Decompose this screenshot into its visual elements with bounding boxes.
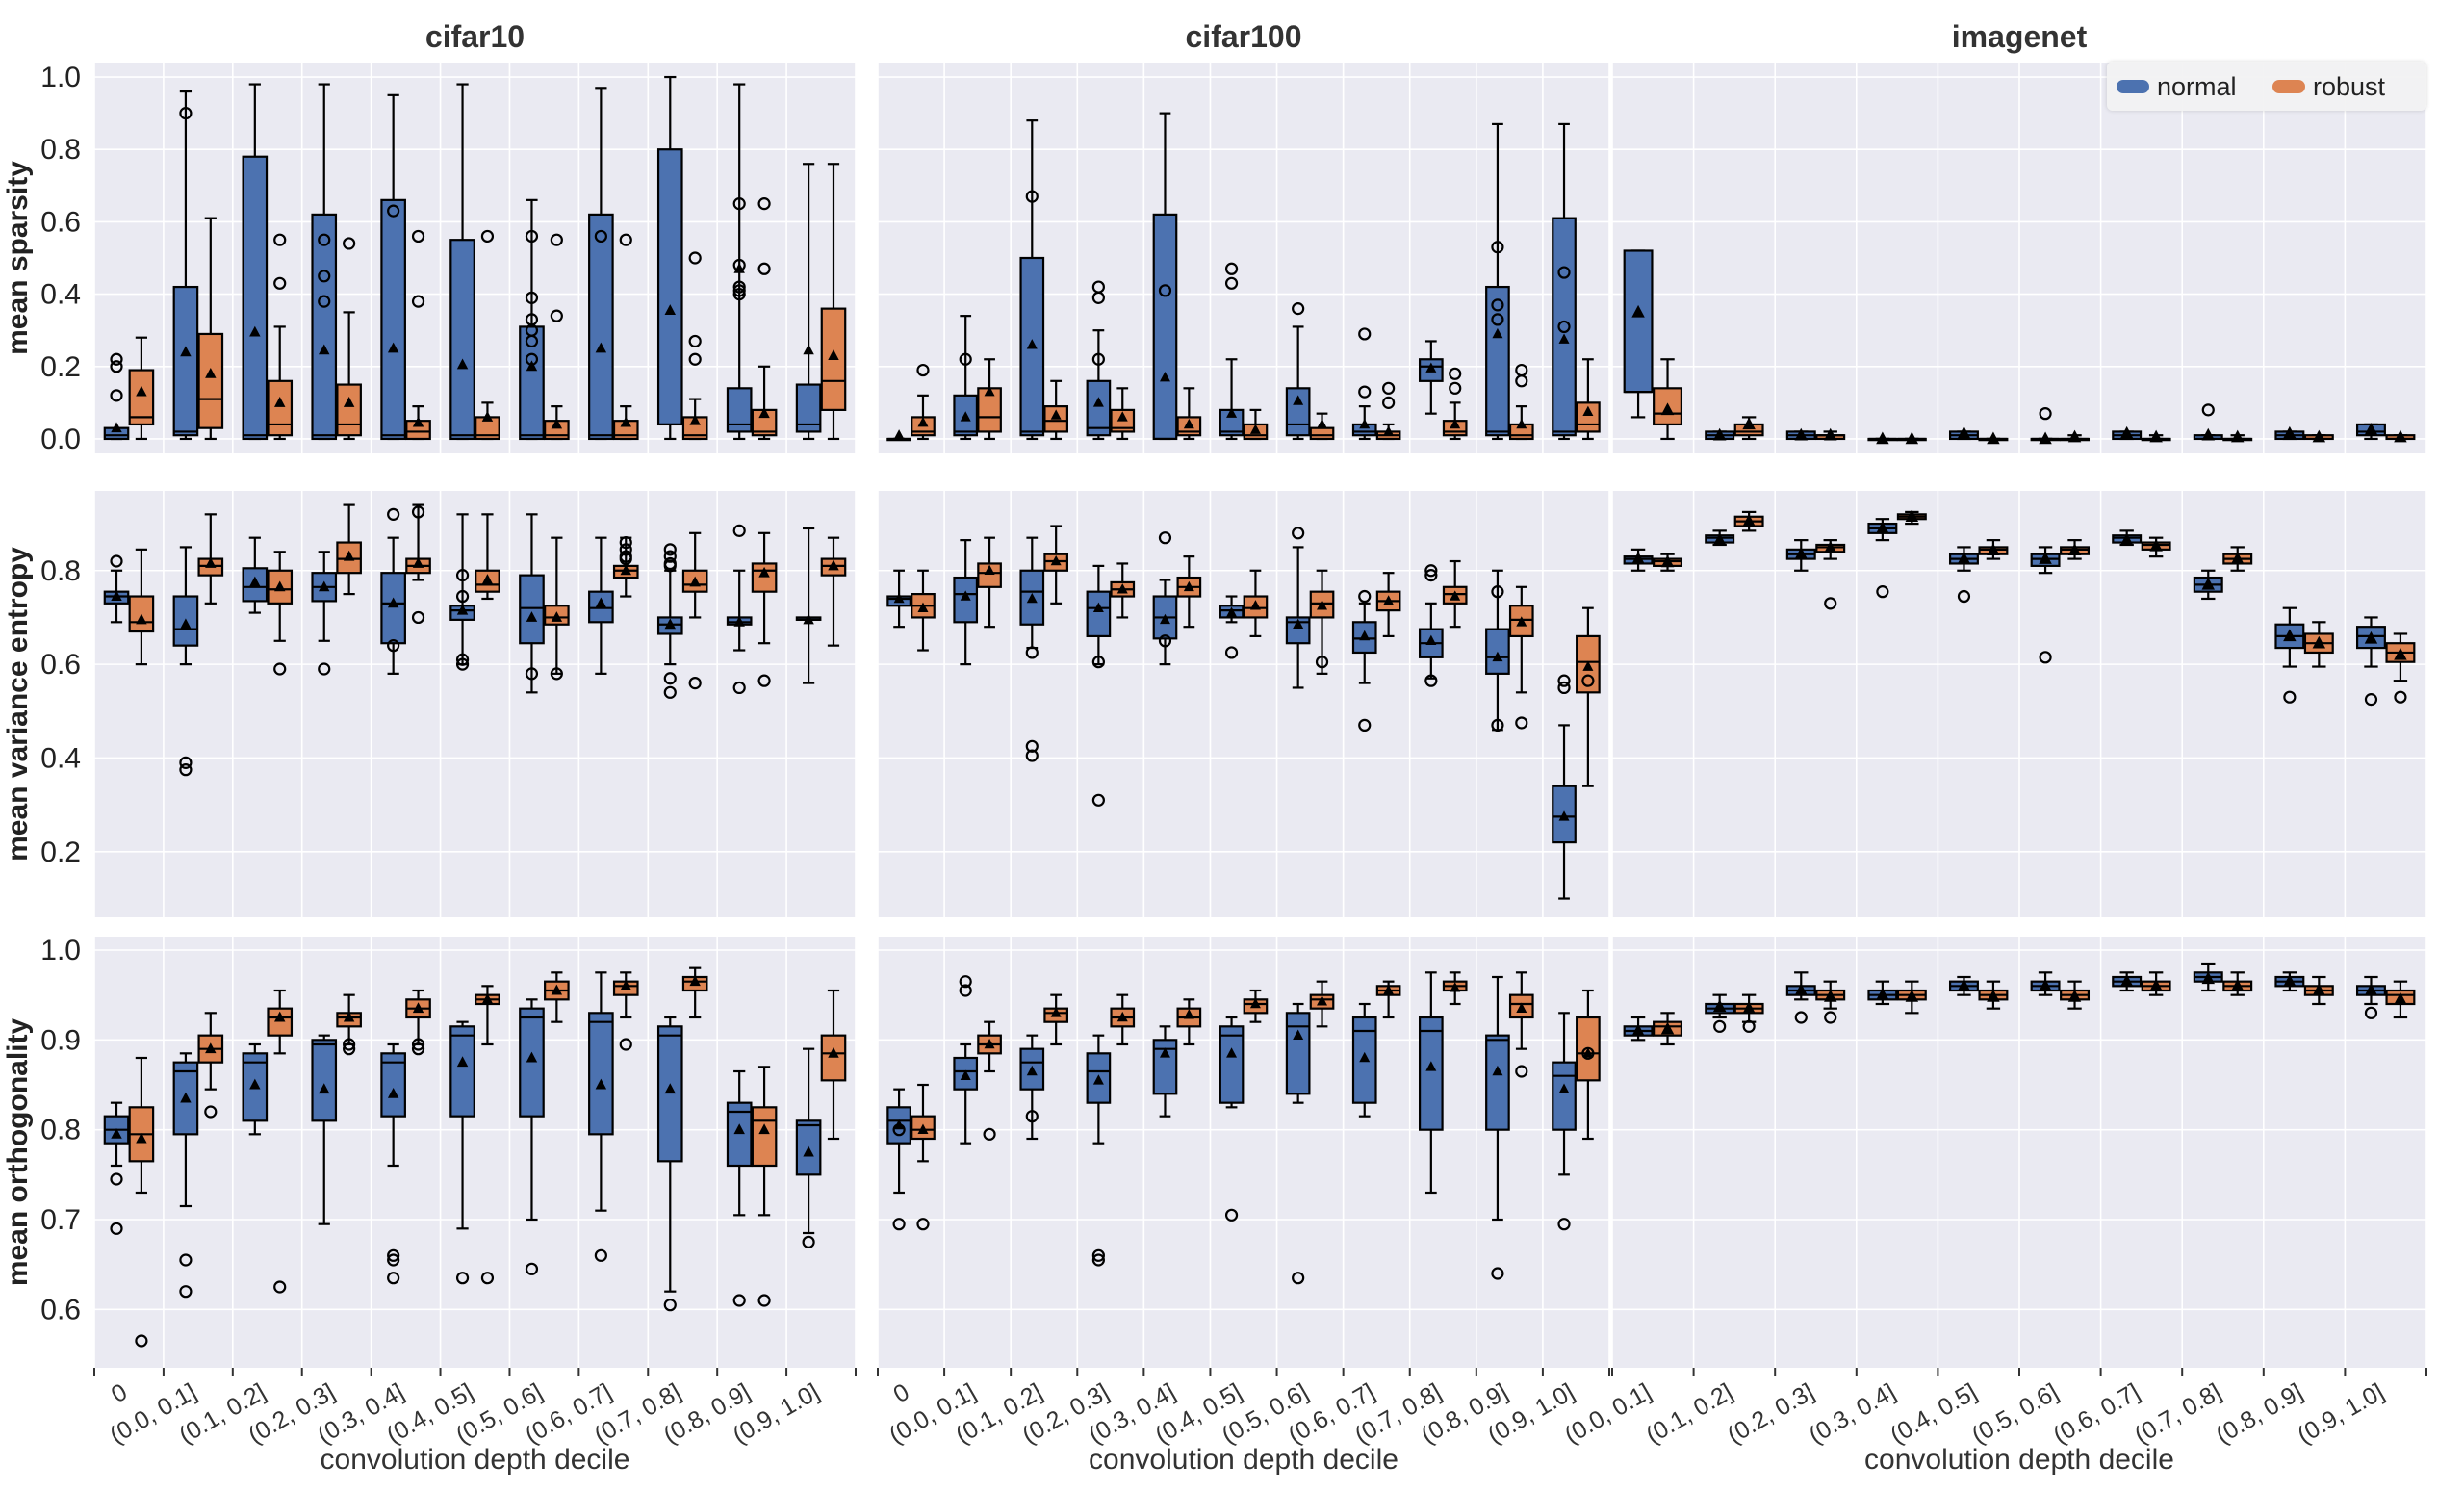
svg-text:(0.1, 0.2]: (0.1, 0.2]: [1641, 1378, 1736, 1450]
svg-text:0.7: 0.7: [40, 1204, 81, 1236]
svg-text:(0.8, 0.9]: (0.8, 0.9]: [2212, 1378, 2307, 1450]
svg-text:(0.5, 0.6]: (0.5, 0.6]: [1967, 1378, 2063, 1450]
svg-text:0.2: 0.2: [40, 836, 81, 868]
svg-text:0.8: 0.8: [40, 555, 81, 587]
svg-text:0: 0: [889, 1378, 914, 1408]
svg-text:0.8: 0.8: [40, 134, 81, 166]
svg-text:0.2: 0.2: [40, 351, 81, 383]
svg-text:1.0: 1.0: [40, 935, 81, 966]
svg-text:0.4: 0.4: [40, 742, 81, 774]
svg-text:(0.7, 0.8]: (0.7, 0.8]: [2130, 1378, 2225, 1450]
svg-text:mean sparsity: mean sparsity: [2, 161, 34, 355]
svg-text:normal: normal: [2157, 72, 2237, 101]
svg-text:(0.6, 0.7]: (0.6, 0.7]: [2048, 1378, 2143, 1450]
svg-text:0.9: 0.9: [40, 1024, 81, 1056]
svg-text:0: 0: [107, 1378, 132, 1408]
svg-text:0.6: 0.6: [40, 206, 81, 238]
svg-text:mean orthogonality: mean orthogonality: [2, 1018, 34, 1287]
svg-text:0.4: 0.4: [40, 279, 81, 311]
svg-text:(0.2, 0.3]: (0.2, 0.3]: [1723, 1378, 1818, 1450]
svg-text:0.6: 0.6: [40, 1294, 81, 1325]
svg-text:robust: robust: [2313, 72, 2386, 101]
svg-text:1.0: 1.0: [40, 62, 81, 93]
svg-text:(0.0, 0.1]: (0.0, 0.1]: [1560, 1378, 1656, 1450]
svg-text:0.0: 0.0: [40, 424, 81, 455]
svg-text:(0.4, 0.5]: (0.4, 0.5]: [1886, 1378, 1981, 1450]
svg-text:0.6: 0.6: [40, 649, 81, 681]
svg-text:(0.3, 0.4]: (0.3, 0.4]: [1805, 1378, 1900, 1450]
svg-text:mean variance entropy: mean variance entropy: [2, 547, 34, 862]
svg-text:(0.9, 1.0]: (0.9, 1.0]: [2293, 1378, 2388, 1450]
svg-text:0.8: 0.8: [40, 1115, 81, 1146]
